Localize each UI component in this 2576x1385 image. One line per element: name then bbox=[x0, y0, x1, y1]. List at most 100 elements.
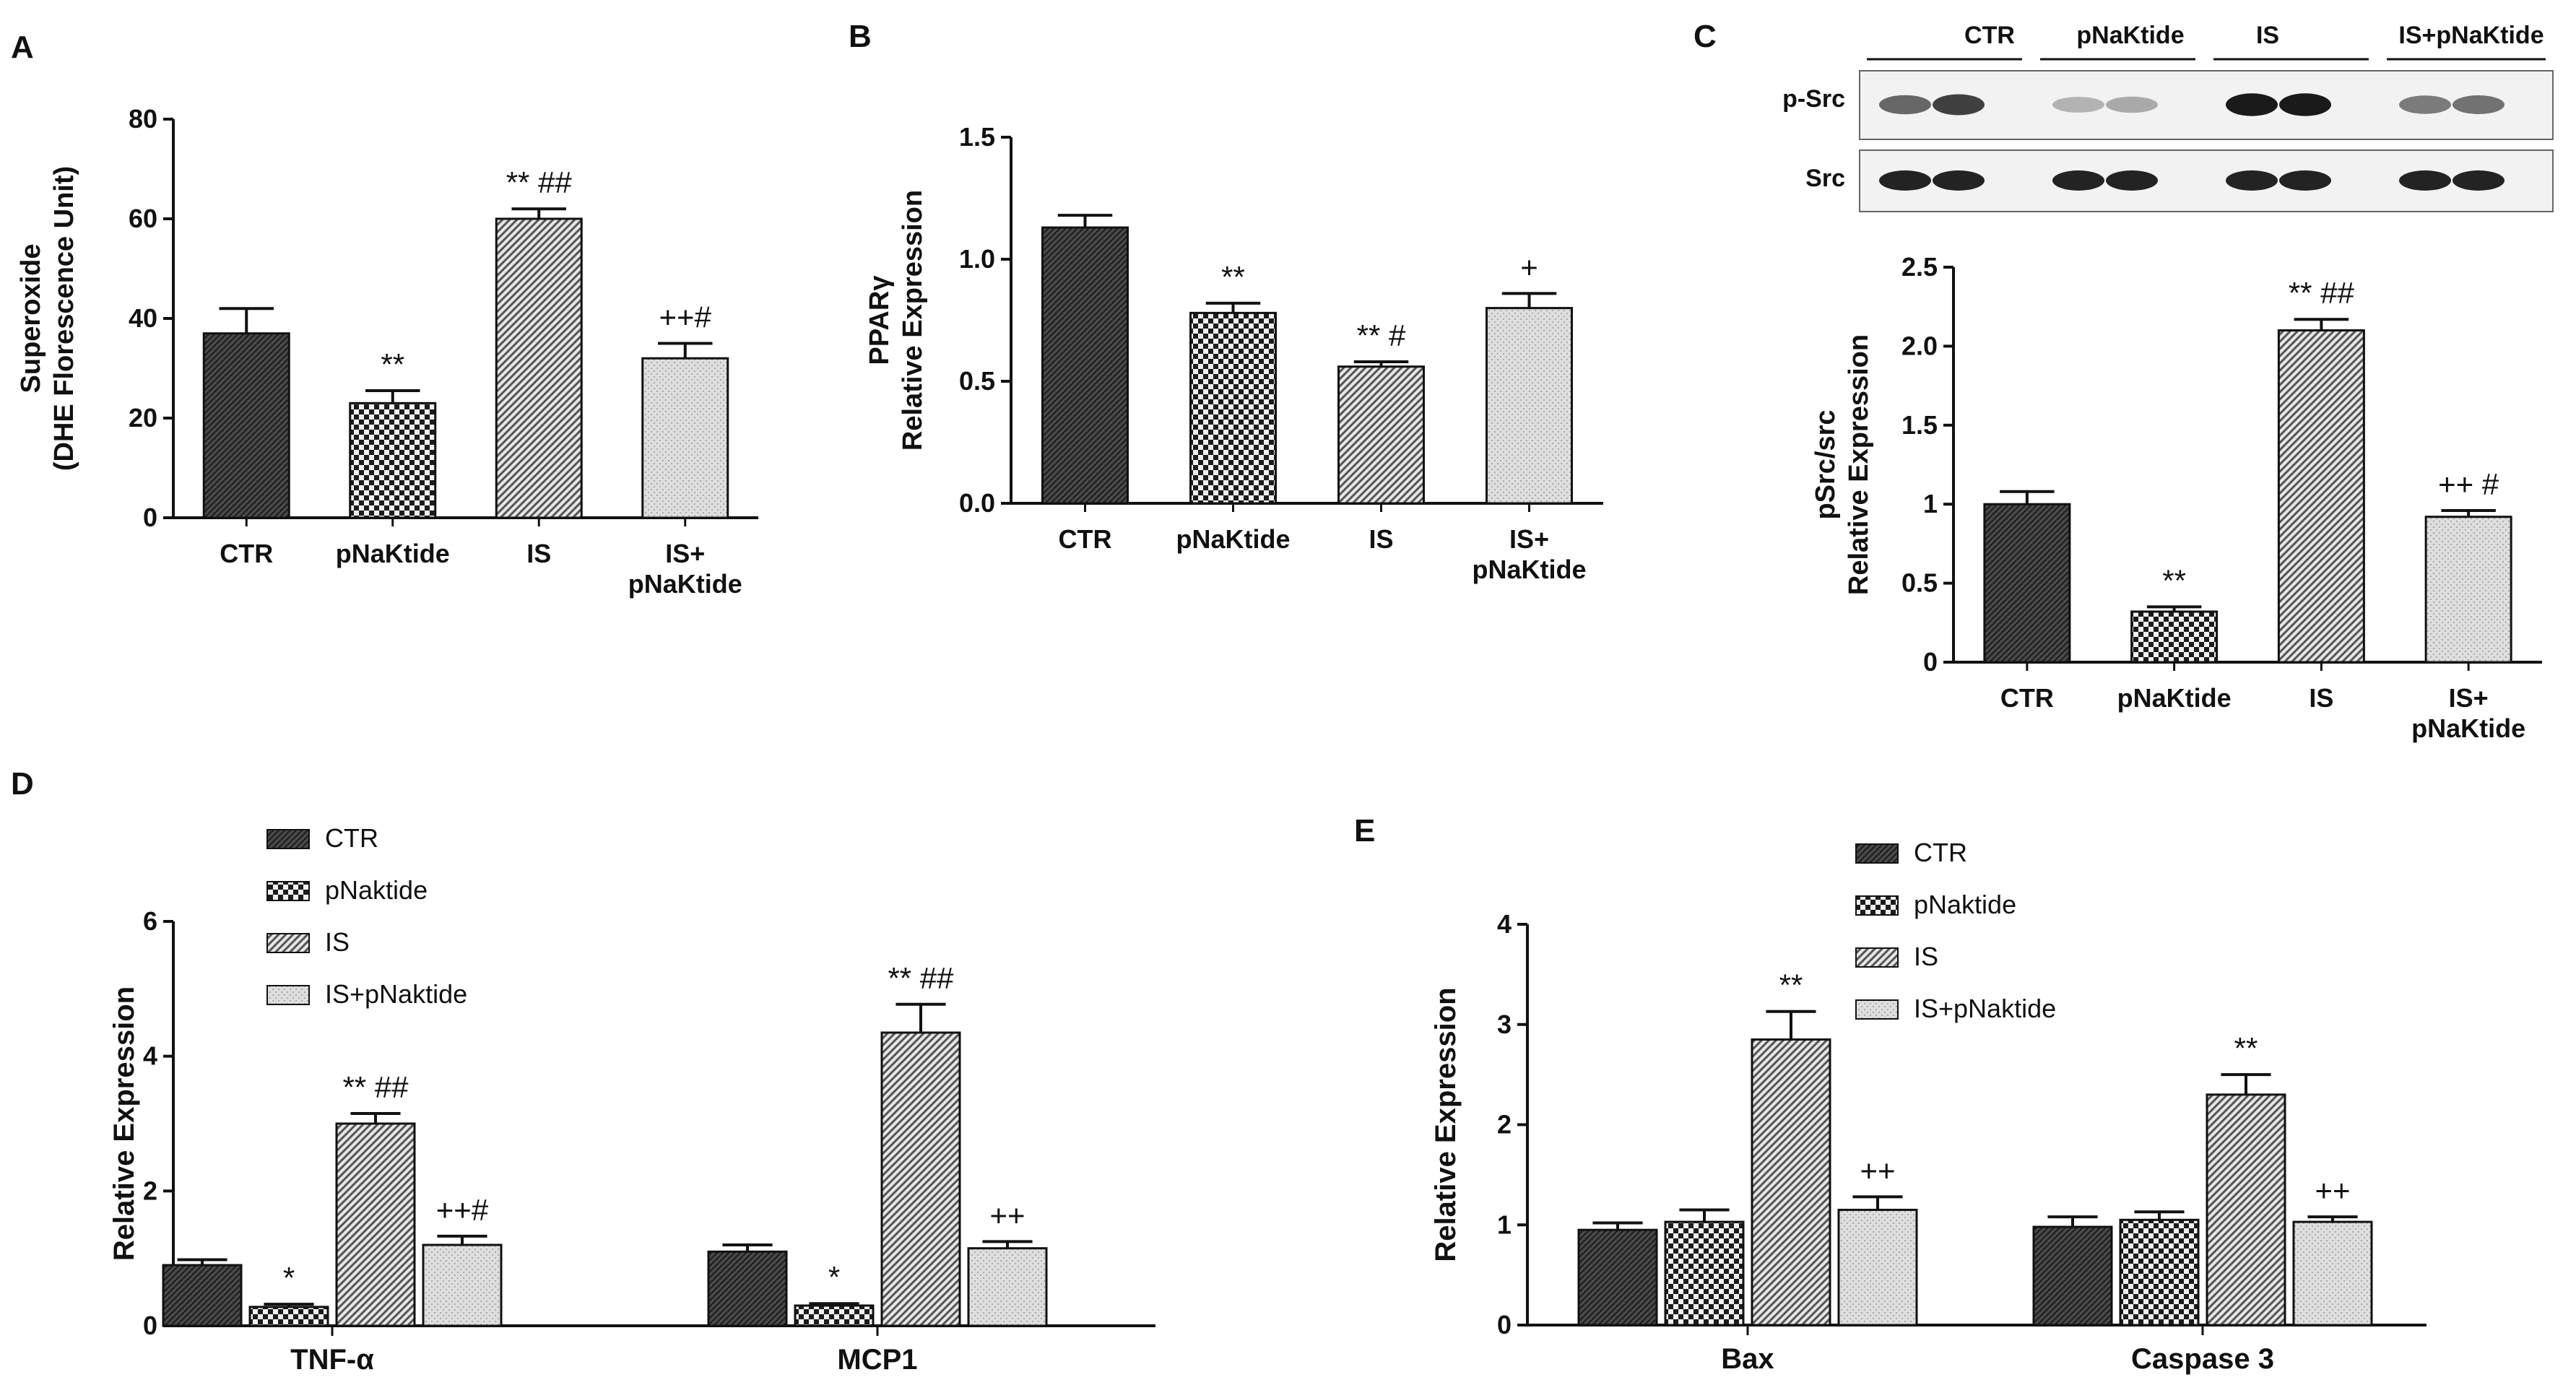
blot-band bbox=[2399, 95, 2451, 114]
y-tick-label: 4 bbox=[143, 1041, 157, 1071]
y-tick-label: 1 bbox=[1497, 1210, 1512, 1239]
panel-letter-e: E bbox=[1354, 813, 1375, 848]
bar bbox=[1486, 307, 1573, 505]
significance-label: ++# bbox=[659, 300, 712, 334]
blot-band bbox=[2106, 96, 2158, 113]
panel-letter-c: C bbox=[1694, 19, 1717, 54]
x-tick-label: pNaKtide bbox=[1176, 524, 1290, 554]
bar bbox=[1337, 365, 1425, 505]
significance-label: ** bbox=[2234, 1031, 2258, 1065]
legend-swatch bbox=[266, 985, 310, 1005]
y-tick-label: 0.5 bbox=[1901, 568, 1938, 598]
blot-band bbox=[1933, 94, 1985, 116]
significance-label: ** ## bbox=[2289, 276, 2355, 310]
bar bbox=[1983, 503, 2071, 664]
legend-swatch bbox=[1855, 999, 1899, 1020]
legend-label: pNaktide bbox=[325, 875, 428, 905]
western-blot: CTR pNaKtide IS IS+pNaKtide p-Src Src bbox=[1782, 22, 2554, 212]
bar bbox=[2424, 516, 2512, 664]
x-tick-label: Bax bbox=[1721, 1343, 1774, 1375]
significance-label: ** ## bbox=[888, 961, 954, 995]
legend-label: IS bbox=[325, 927, 350, 957]
blot-row-label-psrc: p-Src bbox=[1782, 85, 1845, 113]
blot-row-label-src: Src bbox=[1805, 165, 1845, 192]
legend-label: IS+pNaktide bbox=[1914, 994, 2056, 1023]
x-tick-label: IS bbox=[1369, 524, 1393, 554]
bar bbox=[794, 1304, 875, 1327]
legend-label: CTR bbox=[1914, 838, 1967, 867]
legend-swatch bbox=[266, 933, 310, 953]
blot-band bbox=[2226, 93, 2278, 116]
bar bbox=[248, 1306, 329, 1327]
significance-label: ** bbox=[381, 347, 404, 381]
bar bbox=[641, 357, 729, 519]
bar bbox=[1577, 1228, 1658, 1327]
bar bbox=[202, 332, 290, 519]
significance-label: ++ bbox=[2315, 1173, 2350, 1207]
legend-label: IS bbox=[1914, 942, 1938, 971]
panel-e-bax-caspase-chart: 0 1 2 3 4 Relative Expression ** ++ Bax ** ++ Caspa… bbox=[1430, 838, 2427, 1375]
y-tick-label: 0.0 bbox=[959, 488, 995, 518]
y-tick-label: 40 bbox=[129, 303, 157, 333]
x-tick-label: CTR bbox=[2000, 683, 2054, 713]
blot-group-label: IS bbox=[2256, 22, 2279, 49]
y-tick-label: 60 bbox=[129, 204, 157, 233]
bar bbox=[2032, 1225, 2113, 1327]
y-tick-label: 20 bbox=[129, 403, 157, 433]
bar bbox=[2206, 1093, 2286, 1327]
y-tick-label: 3 bbox=[1497, 1010, 1512, 1039]
blot-band bbox=[1879, 95, 1931, 115]
significance-label: ** bbox=[1779, 968, 1803, 1002]
y-axis-label: Relative Expression bbox=[1430, 987, 1462, 1262]
significance-label: ** ## bbox=[342, 1070, 409, 1104]
bar bbox=[1189, 311, 1277, 505]
bar bbox=[1751, 1038, 1831, 1327]
legend-swatch bbox=[1855, 947, 1899, 968]
y-tick-label: 1 bbox=[1923, 489, 1938, 518]
significance-label: ** bbox=[2162, 563, 2186, 597]
significance-label: ** # bbox=[1357, 318, 1406, 352]
x-tick-label: IS+ pNaKtide bbox=[1472, 524, 1586, 584]
significance-label: ++ bbox=[989, 1198, 1025, 1232]
blot-band bbox=[1879, 170, 1931, 191]
y-axis-label: PPARγ Relative Expression bbox=[864, 190, 928, 451]
legend-label: pNaktide bbox=[1914, 890, 2016, 919]
significance-label: ++ bbox=[1860, 1153, 1895, 1187]
blot-group-label: CTR bbox=[1964, 22, 2015, 49]
blot-band bbox=[2279, 93, 2331, 116]
panel-letter-d: D bbox=[11, 766, 34, 802]
legend-swatch bbox=[1855, 895, 1899, 916]
legend-label: CTR bbox=[325, 823, 378, 853]
blot-band bbox=[2453, 95, 2505, 114]
y-tick-label: 2.5 bbox=[1901, 252, 1938, 282]
blot-band bbox=[2226, 170, 2278, 191]
bar bbox=[967, 1247, 1048, 1327]
x-tick-label: TNF-α bbox=[290, 1344, 374, 1376]
x-tick-label: IS+ pNaKtide bbox=[628, 539, 742, 599]
x-tick-label: CTR bbox=[1059, 524, 1112, 554]
y-tick-label: 0 bbox=[1497, 1310, 1512, 1340]
bar bbox=[1041, 226, 1129, 505]
blot-band bbox=[2052, 97, 2104, 113]
blot-group-label: pNaKtide bbox=[2076, 22, 2184, 49]
blot-group-label: IS+pNaKtide bbox=[2398, 22, 2544, 49]
bar bbox=[1664, 1220, 1745, 1327]
bar bbox=[495, 217, 583, 519]
x-tick-label: IS+ pNaKtide bbox=[2411, 683, 2525, 743]
significance-label: * bbox=[283, 1261, 295, 1295]
y-axis-label: Relative Expression bbox=[108, 986, 140, 1261]
x-tick-label: pNaKtide bbox=[336, 539, 450, 568]
y-tick-label: 2 bbox=[143, 1176, 157, 1205]
x-tick-label: IS bbox=[526, 539, 551, 568]
significance-label: ** ## bbox=[506, 165, 573, 199]
significance-label: ++# bbox=[436, 1193, 489, 1227]
bar bbox=[162, 1264, 243, 1327]
legend-swatch bbox=[1855, 843, 1899, 864]
panel-letter-a: A bbox=[11, 30, 34, 65]
bar bbox=[335, 1122, 416, 1327]
y-tick-label: 1.5 bbox=[959, 122, 995, 152]
x-tick-label: pNaKtide bbox=[2117, 683, 2232, 713]
x-tick-label: Caspase 3 bbox=[2131, 1343, 2274, 1375]
blot-band bbox=[2453, 170, 2505, 191]
